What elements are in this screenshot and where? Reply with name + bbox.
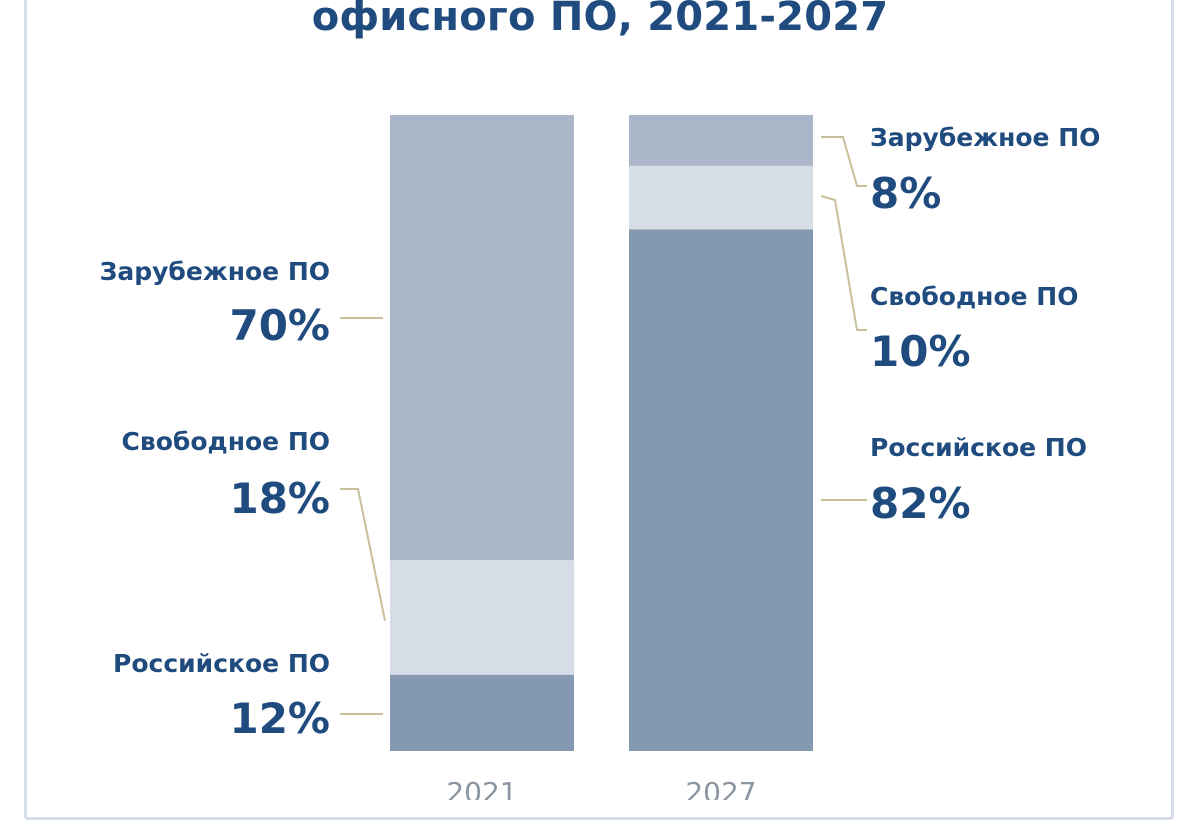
leader-line <box>820 195 867 331</box>
leader-line <box>821 136 867 187</box>
bar-segment-2027-Свободное ПО <box>629 165 813 230</box>
data-label-name-2027: Российское ПО <box>870 433 1087 462</box>
leader-line <box>340 488 386 621</box>
data-label-name-2021: Зарубежное ПО <box>100 257 330 286</box>
chart-title: офисного ПО, 2021-2027 <box>311 0 889 40</box>
bar-segment-2027-Российское ПО <box>629 229 813 752</box>
data-label-name-2027: Свободное ПО <box>870 282 1078 311</box>
bar-segment-2021-Свободное ПО <box>390 560 574 675</box>
x-tick-label-2021: 2021 <box>446 776 517 800</box>
bar-segment-2021-Зарубежное ПО <box>390 115 574 561</box>
data-label-value-2027: 8% <box>870 169 941 218</box>
data-label-name-2027: Зарубежное ПО <box>870 123 1100 152</box>
data-label-value-2021: 70% <box>229 301 330 350</box>
stacked-bar-chart: 2021 2027 Зарубежное ПО 70% Свободное ПО 18% Р… <box>100 115 1100 800</box>
data-label-value-2021: 18% <box>229 474 330 523</box>
bar-segment-2021-Российское ПО <box>390 674 574 751</box>
data-label-value-2027: 82% <box>870 479 971 528</box>
chart-frame <box>24 0 1174 820</box>
data-label-value-2027: 10% <box>870 327 971 376</box>
bar-segment-2027-Зарубежное ПО <box>629 115 813 166</box>
data-label-name-2021: Российское ПО <box>113 649 330 678</box>
data-label-name-2021: Свободное ПО <box>122 427 330 456</box>
x-tick-label-2027: 2027 <box>685 776 756 800</box>
data-label-value-2021: 12% <box>229 694 330 743</box>
